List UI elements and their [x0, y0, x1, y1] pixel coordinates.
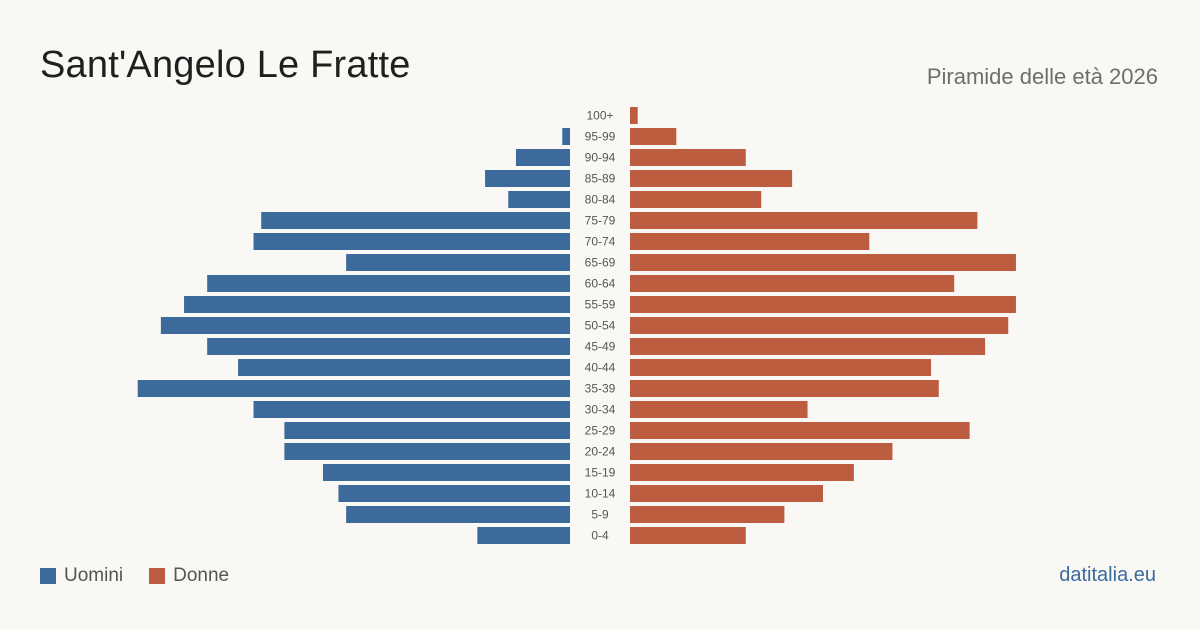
bar-men-90-94	[515, 149, 570, 166]
bar-men-50-54	[160, 317, 570, 334]
bar-women-75-79	[630, 212, 978, 229]
age-label-45-49: 45-49	[585, 340, 616, 354]
bar-women-30-34	[630, 401, 808, 418]
legend-item-women: Donne	[149, 565, 229, 587]
bar-men-60-64	[207, 275, 570, 292]
age-label-5-9: 5-9	[591, 508, 609, 522]
bar-women-20-24	[630, 443, 893, 460]
legend: Uomini Donne	[40, 565, 255, 587]
bar-men-35-39	[137, 380, 570, 397]
age-label-0-4: 0-4	[591, 529, 609, 543]
bar-men-85-89	[485, 170, 570, 187]
age-label-10-14: 10-14	[585, 487, 616, 501]
age-label-55-59: 55-59	[585, 298, 616, 312]
bar-women-100+	[630, 107, 638, 124]
bar-women-45-49	[630, 338, 986, 355]
age-label-80-84: 80-84	[585, 193, 616, 207]
age-label-90-94: 90-94	[585, 151, 616, 165]
legend-label-men: Uomini	[64, 565, 124, 586]
bar-men-75-79	[261, 212, 570, 229]
bar-women-10-14	[630, 485, 823, 502]
bar-women-40-44	[630, 359, 932, 376]
bar-women-90-94	[630, 149, 746, 166]
age-label-30-34: 30-34	[585, 403, 616, 417]
age-label-40-44: 40-44	[585, 361, 616, 375]
age-label-15-19: 15-19	[585, 466, 616, 480]
bar-women-55-59	[630, 296, 1016, 313]
age-label-50-54: 50-54	[585, 319, 616, 333]
age-label-75-79: 75-79	[585, 214, 616, 228]
bar-men-65-69	[346, 254, 570, 271]
bar-women-65-69	[630, 254, 1016, 271]
bar-women-25-29	[630, 422, 970, 439]
bar-women-70-74	[630, 233, 870, 250]
bar-women-0-4	[630, 527, 746, 544]
bar-men-95-99	[562, 128, 570, 145]
legend-swatch-women	[149, 568, 166, 584]
bar-men-5-9	[346, 506, 570, 523]
chart-subtitle: Piramide delle età 2026	[926, 64, 1158, 89]
chart-title: Sant'Angelo Le Fratte	[40, 44, 411, 86]
legend-item-men: Uomini	[40, 565, 123, 587]
bar-men-25-29	[284, 422, 570, 439]
bar-men-0-4	[477, 527, 570, 544]
age-label-25-29: 25-29	[585, 424, 616, 438]
age-label-100+: 100+	[586, 109, 613, 123]
bar-men-80-84	[508, 191, 570, 208]
legend-label-women: Donne	[173, 565, 230, 586]
bar-men-20-24	[284, 443, 570, 460]
bar-women-95-99	[630, 128, 677, 145]
legend-swatch-men	[40, 568, 56, 584]
age-label-20-24: 20-24	[585, 445, 616, 459]
bar-men-15-19	[322, 464, 570, 481]
bar-women-80-84	[630, 191, 762, 208]
bar-men-55-59	[184, 296, 570, 313]
source-link[interactable]: datitalia.eu	[1059, 564, 1156, 586]
bar-men-10-14	[338, 485, 570, 502]
age-label-95-99: 95-99	[585, 130, 616, 144]
bar-men-45-49	[207, 338, 570, 355]
age-label-70-74: 70-74	[585, 235, 616, 249]
bar-women-5-9	[630, 506, 785, 523]
bar-women-60-64	[630, 275, 955, 292]
bar-women-50-54	[630, 317, 1009, 334]
bar-men-70-74	[253, 233, 570, 250]
bar-women-85-89	[630, 170, 793, 187]
age-label-65-69: 65-69	[585, 256, 616, 270]
age-label-85-89: 85-89	[585, 172, 616, 186]
age-label-60-64: 60-64	[585, 277, 616, 291]
bar-women-35-39	[630, 380, 939, 397]
bar-women-15-19	[630, 464, 854, 481]
bar-men-30-34	[253, 401, 570, 418]
age-label-35-39: 35-39	[585, 382, 616, 396]
bar-men-40-44	[238, 359, 570, 376]
